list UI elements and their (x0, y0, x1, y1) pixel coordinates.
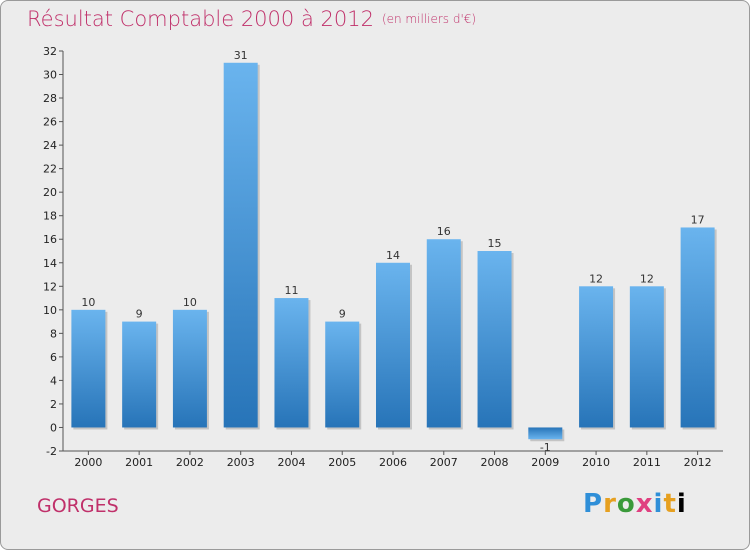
bar (528, 427, 563, 440)
x-tick-label: 2001 (125, 456, 153, 469)
y-tick-label: 24 (43, 139, 57, 152)
chart-subtitle: (en milliers d'€) (381, 12, 477, 26)
x-tick-label: 2003 (227, 456, 255, 469)
logo-letter: i (676, 489, 687, 519)
x-tick-label: 2005 (328, 456, 356, 469)
bar-value-label: 9 (339, 308, 346, 321)
bar (426, 239, 461, 428)
chart-title-text: Résultat Comptable 2000 à 2012 (27, 7, 374, 31)
logo-letter: t (663, 489, 677, 519)
bar (274, 298, 309, 428)
bar-value-label: 15 (488, 237, 502, 250)
x-tick-label: 2006 (379, 456, 407, 469)
logo-letter: i (653, 489, 664, 519)
bar-value-label: 14 (386, 249, 400, 262)
logo-letter: x (635, 489, 654, 519)
bar (579, 286, 614, 428)
bar (680, 227, 715, 428)
y-tick-label: 16 (43, 233, 57, 246)
logo-letter: r (603, 489, 617, 519)
bar (325, 321, 360, 428)
logo-letter: o (616, 489, 636, 519)
y-tick-label: 32 (43, 45, 57, 58)
bar-value-label: 12 (589, 272, 603, 285)
chart-title: Résultat Comptable 2000 à 2012 (en millie… (27, 7, 476, 31)
y-tick-label: 20 (43, 186, 57, 199)
bar (71, 309, 106, 428)
x-tick-label: 2004 (277, 456, 305, 469)
bar (172, 309, 207, 428)
bar (629, 286, 664, 428)
y-tick-label: 30 (43, 69, 57, 82)
x-tick-label: 2011 (633, 456, 661, 469)
bar-value-label: 31 (234, 49, 248, 62)
x-tick-label: 2002 (176, 456, 204, 469)
bar-value-label: 11 (284, 284, 298, 297)
proxiti-logo[interactable]: Proxiti (583, 489, 687, 519)
bar (223, 62, 258, 428)
y-tick-label: 12 (43, 280, 57, 293)
bar-value-label: 10 (183, 296, 197, 309)
x-tick-label: 2010 (582, 456, 610, 469)
y-tick-label: 10 (43, 304, 57, 317)
y-tick-label: 28 (43, 92, 57, 105)
y-tick-label: 0 (50, 421, 57, 434)
x-tick-label: 2009 (531, 456, 559, 469)
y-tick-label: 14 (43, 257, 57, 270)
bar-value-label: 9 (136, 308, 143, 321)
bar-value-label: -1 (540, 441, 551, 454)
y-tick-label: -2 (46, 445, 57, 458)
labels: -202468101214161820222426283032102000920… (43, 45, 712, 469)
logo-letter: P (583, 489, 604, 519)
bar (477, 251, 512, 428)
bar-value-label: 12 (640, 272, 654, 285)
bar (122, 321, 157, 428)
bar-value-label: 17 (691, 213, 705, 226)
x-tick-label: 2008 (481, 456, 509, 469)
y-tick-label: 4 (50, 374, 57, 387)
commune-name: GORGES (37, 495, 119, 517)
x-tick-label: 2012 (684, 456, 712, 469)
bar-value-label: 10 (81, 296, 95, 309)
axes (59, 50, 723, 455)
y-tick-label: 22 (43, 163, 57, 176)
y-tick-label: 26 (43, 116, 57, 129)
y-tick-label: 8 (50, 327, 57, 340)
bars (71, 62, 717, 442)
bar (376, 262, 410, 428)
bar-value-label: 16 (437, 225, 451, 238)
y-tick-label: 2 (50, 398, 57, 411)
x-tick-label: 2007 (430, 456, 458, 469)
x-tick-label: 2000 (74, 456, 102, 469)
y-tick-label: 6 (50, 351, 57, 364)
y-tick-label: 18 (43, 210, 57, 223)
